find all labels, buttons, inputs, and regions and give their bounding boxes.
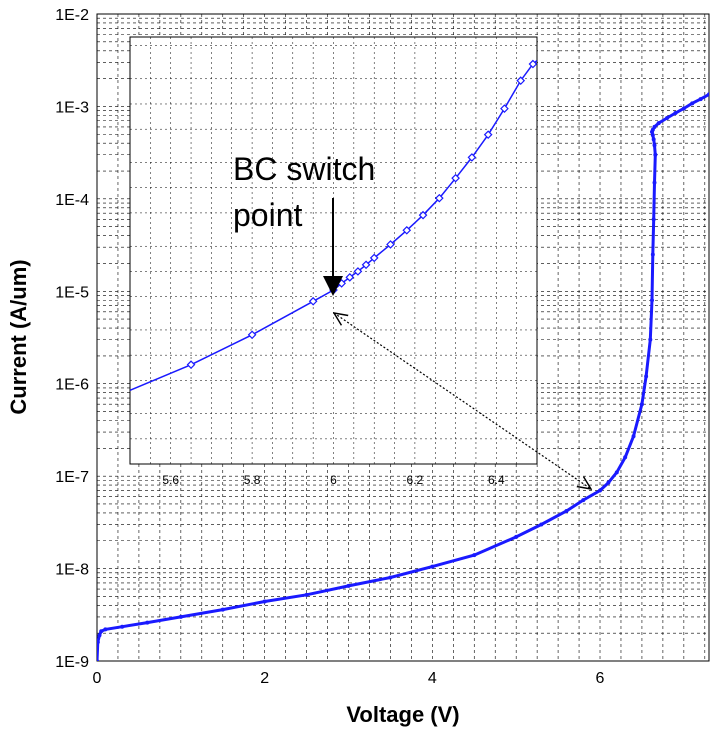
inset-data-point — [247, 330, 257, 340]
data-point — [644, 374, 649, 379]
y-tick-label: 1E-2 — [55, 7, 89, 24]
data-point — [606, 480, 611, 485]
data-point — [120, 624, 125, 629]
data-point — [649, 298, 654, 303]
main-series — [97, 92, 709, 661]
inset-data-point — [386, 240, 395, 249]
inset-x-tick-label: 6.2 — [407, 473, 424, 487]
data-point — [346, 583, 351, 588]
y-axis-title: Current (A/um) — [6, 259, 31, 414]
data-point — [623, 455, 628, 460]
inset-data-point — [516, 76, 526, 85]
bc-switch-label-line2: point — [233, 197, 303, 233]
data-point — [614, 470, 619, 475]
data-point — [631, 434, 636, 439]
inset-data-point — [451, 173, 460, 183]
x-axis-title: Voltage (V) — [346, 702, 459, 727]
inset-data-point — [418, 210, 428, 220]
data-point — [472, 553, 477, 558]
data-point — [665, 115, 670, 120]
data-point — [97, 659, 99, 661]
inset-data-point — [308, 296, 318, 306]
main-tick-labels: 0 2 4 6 1E-9 1E-8 1E-7 1E-6 1E-5 1E-4 1E-3 1E-2 — [55, 7, 604, 687]
inset-data-point — [434, 193, 444, 203]
data-point — [178, 614, 183, 619]
data-point — [651, 217, 656, 222]
data-point — [97, 640, 100, 645]
y-tick-label: 1E-5 — [55, 284, 89, 301]
inset-data-point — [361, 260, 371, 270]
data-point — [262, 599, 267, 604]
inset-data-point — [467, 153, 477, 162]
data-point — [388, 575, 393, 580]
data-point — [103, 627, 108, 632]
data-point — [652, 143, 657, 148]
inset-x-tick-label: 5.8 — [244, 473, 261, 487]
x-tick-label: 0 — [93, 670, 102, 687]
x-tick-label: 6 — [596, 670, 605, 687]
inset-data-point — [353, 267, 363, 276]
data-point — [99, 629, 104, 634]
y-tick-label: 1E-3 — [55, 99, 89, 116]
data-point — [656, 121, 661, 126]
data-point — [653, 152, 658, 157]
inset-data-point — [500, 104, 509, 113]
data-point — [145, 620, 150, 625]
data-point — [598, 488, 603, 493]
data-point — [690, 101, 695, 106]
data-point — [581, 498, 586, 503]
y-tick-label: 1E-7 — [55, 469, 89, 486]
data-point — [648, 337, 653, 342]
data-point — [564, 508, 569, 513]
x-tick-label: 4 — [428, 670, 437, 687]
inset-data-point — [369, 253, 379, 263]
data-point — [673, 110, 678, 115]
data-point — [97, 633, 102, 638]
main-grid — [97, 14, 709, 661]
inset-x-tick-label: 6.4 — [488, 473, 505, 487]
data-point — [220, 607, 225, 612]
y-tick-label: 1E-8 — [55, 562, 89, 579]
inset-data-point — [186, 360, 196, 370]
data-point — [650, 133, 655, 138]
inset-x-tick-label: 5.6 — [162, 473, 179, 487]
data-point — [430, 564, 435, 569]
data-point — [698, 97, 703, 102]
data-point — [639, 402, 644, 407]
inset-data-point — [528, 59, 537, 69]
data-point — [514, 534, 519, 539]
inset-data-point — [483, 130, 493, 140]
inset-x-tick-label: 6 — [330, 473, 337, 487]
inset-data-point — [345, 272, 355, 282]
data-point — [651, 137, 656, 142]
inset-series — [130, 59, 537, 391]
data-point — [539, 522, 544, 527]
data-point — [652, 124, 657, 129]
y-tick-label: 1E-6 — [55, 377, 89, 394]
y-tick-label: 1E-4 — [55, 192, 89, 209]
data-point — [650, 252, 655, 257]
y-tick-label: 1E-9 — [55, 654, 89, 671]
data-point — [681, 106, 686, 111]
x-tick-label: 2 — [260, 670, 269, 687]
bc-switch-label-line1: BC switch — [233, 151, 375, 187]
data-point — [707, 92, 709, 97]
inset-data-point — [402, 225, 412, 235]
plot-frame — [96, 13, 710, 662]
data-point — [304, 592, 309, 597]
data-point — [652, 180, 657, 185]
